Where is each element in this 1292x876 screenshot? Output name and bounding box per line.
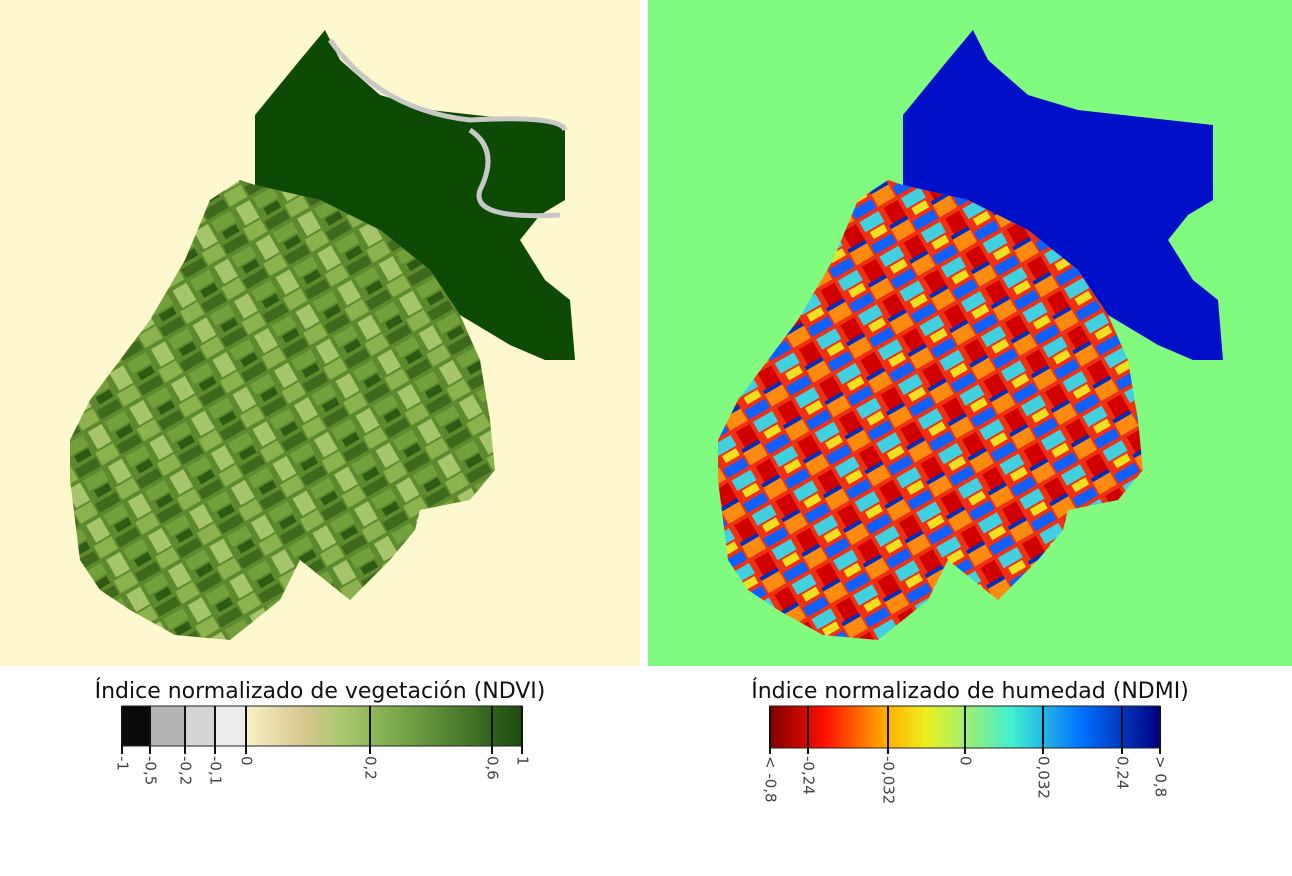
map-title: Índice normalizado de humedad (NDMI) xyxy=(751,678,1189,704)
legend-tick-label: -1 xyxy=(114,756,132,771)
legend-tick-label: > 0,8 xyxy=(1152,756,1170,797)
legend-tick-label: -0,032 xyxy=(880,756,898,804)
legend-tick-label: -0,1 xyxy=(207,756,225,785)
page: {"panels": [ {"title": "Índice normaliza… xyxy=(0,0,1292,876)
legend-tick-label: -0,5 xyxy=(142,756,160,785)
legend-tick-label: 0,6 xyxy=(484,756,502,780)
legend-tick-label: 0 xyxy=(238,756,256,766)
legend-tick-label: -0,2 xyxy=(177,756,195,785)
legend-tick-label: < -0,8 xyxy=(762,756,780,803)
legend-tick-label: 0 xyxy=(957,756,975,766)
colorbar xyxy=(122,706,522,746)
legend-tick-label: 1 xyxy=(514,756,532,766)
legend-tick-label: -0,24 xyxy=(800,756,818,795)
legend-tick-label: 0,24 xyxy=(1114,756,1132,789)
legend-tick-label: 0,2 xyxy=(362,756,380,780)
map-title: Índice normalizado de vegetación (NDVI) xyxy=(95,678,546,704)
figure: Índice normalizado de vegetación (NDVI) … xyxy=(0,0,1292,876)
legend-tick-label: 0,032 xyxy=(1035,756,1053,799)
